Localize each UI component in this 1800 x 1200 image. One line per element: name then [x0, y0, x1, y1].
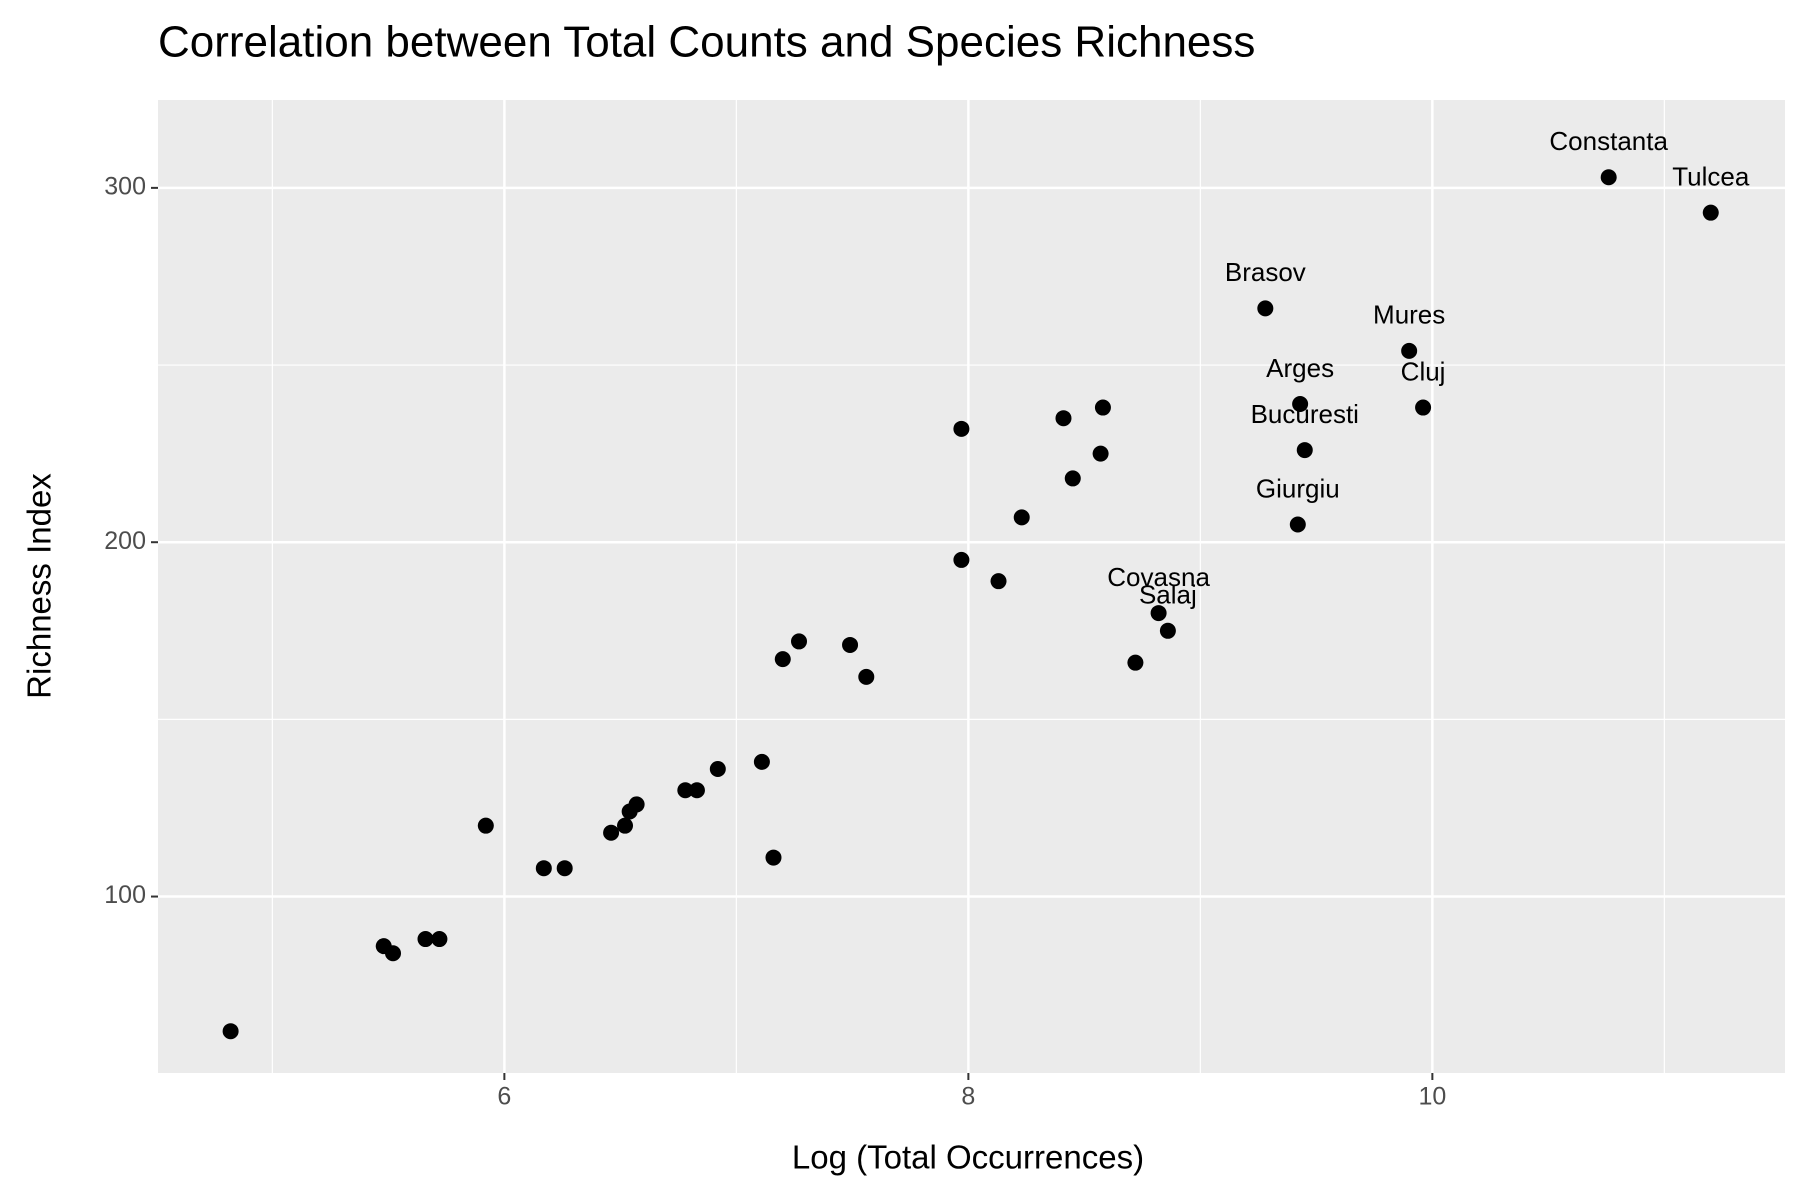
- x-tick-label: 10: [1418, 1083, 1446, 1111]
- point: [222, 1023, 239, 1040]
- point-label: Brasov: [1225, 257, 1306, 287]
- point: [842, 636, 859, 653]
- point: [677, 782, 694, 799]
- plot-panel: [158, 100, 1785, 1073]
- point-label: Cluj: [1401, 356, 1446, 386]
- point: [628, 796, 645, 813]
- point: [617, 817, 634, 834]
- point-label: Covasna: [1107, 562, 1210, 592]
- point: [1064, 470, 1081, 487]
- point: [709, 760, 726, 777]
- point: [1094, 399, 1111, 416]
- point: [431, 931, 448, 948]
- x-tick-label: 8: [961, 1083, 975, 1111]
- point: [774, 651, 791, 668]
- point: [1055, 410, 1072, 427]
- point: [688, 782, 705, 799]
- point: [765, 849, 782, 866]
- x-axis-label: Log (Total Occurrences): [792, 1139, 1144, 1176]
- point: [1401, 342, 1418, 359]
- point: [1292, 396, 1309, 413]
- point: [953, 551, 970, 568]
- point: [1600, 169, 1617, 186]
- point-label: Mures: [1373, 300, 1445, 330]
- point: [1150, 605, 1167, 622]
- point: [385, 945, 402, 962]
- point: [535, 860, 552, 877]
- point-label: Constanta: [1549, 126, 1668, 156]
- point: [858, 668, 875, 685]
- point-label: Arges: [1266, 353, 1334, 383]
- point: [1702, 204, 1719, 221]
- point: [417, 931, 434, 948]
- point: [1296, 442, 1313, 459]
- point: [1092, 445, 1109, 462]
- point: [953, 420, 970, 437]
- point: [1257, 300, 1274, 317]
- y-tick-label: 300: [104, 172, 146, 200]
- point: [791, 633, 808, 650]
- point-label: Giurgiu: [1256, 473, 1340, 503]
- chart-title: Correlation between Total Counts and Spe…: [158, 18, 1255, 67]
- point: [990, 573, 1007, 590]
- point: [477, 817, 494, 834]
- point: [753, 753, 770, 770]
- point: [1159, 622, 1176, 639]
- point: [603, 824, 620, 841]
- y-tick-label: 200: [104, 527, 146, 555]
- point: [1013, 509, 1030, 526]
- point: [1127, 654, 1144, 671]
- y-axis-label: Richness Index: [21, 473, 58, 699]
- point-label: Salaj: [1139, 580, 1197, 610]
- y-tick-label: 100: [104, 881, 146, 909]
- x-tick-label: 6: [497, 1083, 511, 1111]
- point-label: Tulcea: [1672, 162, 1750, 192]
- point: [1415, 399, 1432, 416]
- point: [556, 860, 573, 877]
- point-label: Bucuresti: [1251, 399, 1359, 429]
- point: [1289, 516, 1306, 533]
